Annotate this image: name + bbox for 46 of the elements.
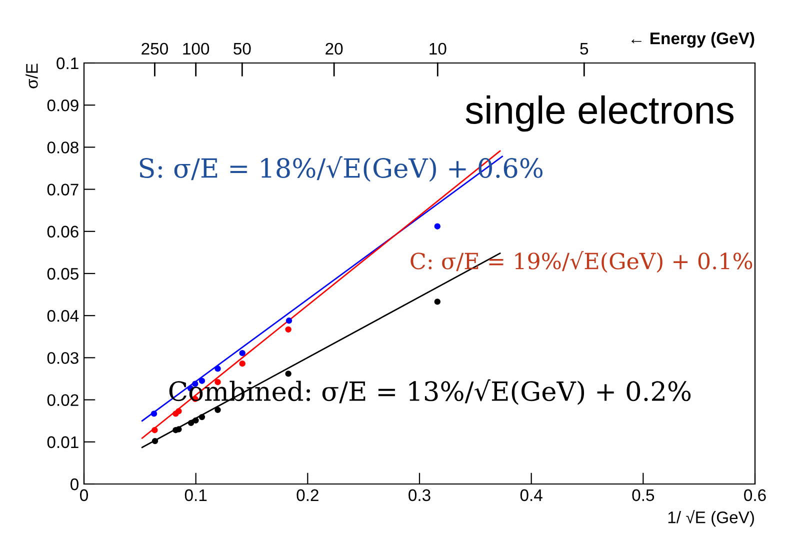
point xyxy=(152,427,158,434)
point xyxy=(286,318,292,324)
point xyxy=(434,298,440,305)
point xyxy=(239,360,246,367)
y-tick-label: 0.08 xyxy=(47,142,78,154)
y-tick-label: 0.06 xyxy=(47,226,78,238)
y-tick-label: 0.09 xyxy=(47,100,78,112)
x-axis-title: 1/ √E (GeV) xyxy=(668,510,754,527)
text: 100 xyxy=(183,42,210,55)
x-tick-label: 0.4 xyxy=(520,489,542,502)
x-tick-label: 0.6 xyxy=(744,489,766,502)
point xyxy=(192,417,199,424)
y-tick-label: 0.05 xyxy=(47,268,78,280)
x-tick-label: 0.3 xyxy=(408,489,430,502)
x-tick-label: 0.1 xyxy=(184,489,207,502)
text: 20 xyxy=(326,42,343,55)
y-tick-label: 0.1 xyxy=(56,57,78,70)
point xyxy=(285,326,292,333)
y-tick-label: 0.07 xyxy=(47,184,78,196)
x-tick-label: 0.5 xyxy=(632,489,654,502)
text: 5 xyxy=(580,43,588,55)
y-tick-label: 0 xyxy=(70,478,78,490)
point xyxy=(198,414,206,420)
point xyxy=(176,426,182,432)
point xyxy=(214,406,221,414)
point xyxy=(214,366,221,372)
point xyxy=(188,420,194,426)
text: 250 xyxy=(142,42,168,55)
point xyxy=(150,410,158,417)
y-tick-label: 0.04 xyxy=(47,310,79,322)
x-tick-label: 0.2 xyxy=(296,489,318,502)
point xyxy=(239,350,246,356)
x-tick-label: 0 xyxy=(80,489,88,502)
y-tick-label: 0.02 xyxy=(47,394,78,406)
text: 50 xyxy=(234,42,251,55)
x2-axis-title: ← Energy (GeV) xyxy=(632,32,754,48)
y-tick-label: 0.03 xyxy=(47,352,78,364)
y-axis-title: σ/E xyxy=(26,64,38,88)
annotation: C: σ/E = 19%/√E(GeV) + 0.1% xyxy=(410,251,752,273)
text: 10 xyxy=(430,42,446,55)
point xyxy=(285,370,292,377)
point xyxy=(152,438,158,444)
point xyxy=(176,408,182,414)
annotation: single electrons xyxy=(466,95,734,132)
point xyxy=(434,223,440,230)
y-tick-label: 0.01 xyxy=(47,436,78,448)
